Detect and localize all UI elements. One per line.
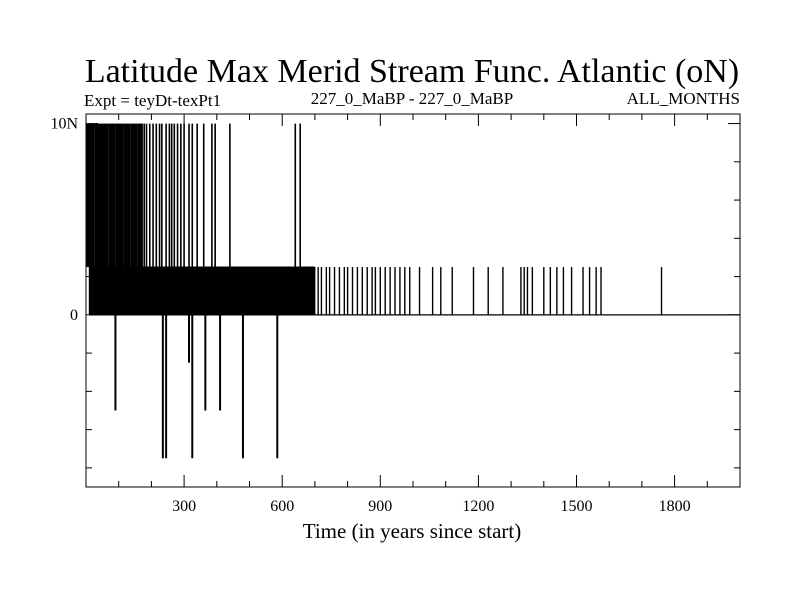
series-early-high [86,123,143,267]
x-axis-label: Time (in years since start) [303,519,522,543]
x-tick-label: 600 [270,498,294,515]
x-tick-label: 1800 [659,498,691,515]
x-tick-label: 1200 [462,498,494,515]
subtitle-center: 227_0_MaBP - 227_0_MaBP [311,89,513,108]
x-tick-label: 1500 [561,498,593,515]
series-line [86,123,740,459]
x-axis: 300 600 900 1200 1500 1800 [118,114,708,515]
y-tick-label: 0 [70,307,78,324]
chart-title: Latitude Max Merid Stream Func. Atlantic… [85,53,739,90]
subtitle-right: ALL_MONTHS [627,89,740,108]
x-tick-label: 900 [368,498,392,515]
subtitle-left: Expt = teyDt-texPt1 [84,91,221,110]
y-tick-label: 10N [50,116,78,133]
series-band [88,267,316,315]
x-tick-label: 300 [172,498,196,515]
